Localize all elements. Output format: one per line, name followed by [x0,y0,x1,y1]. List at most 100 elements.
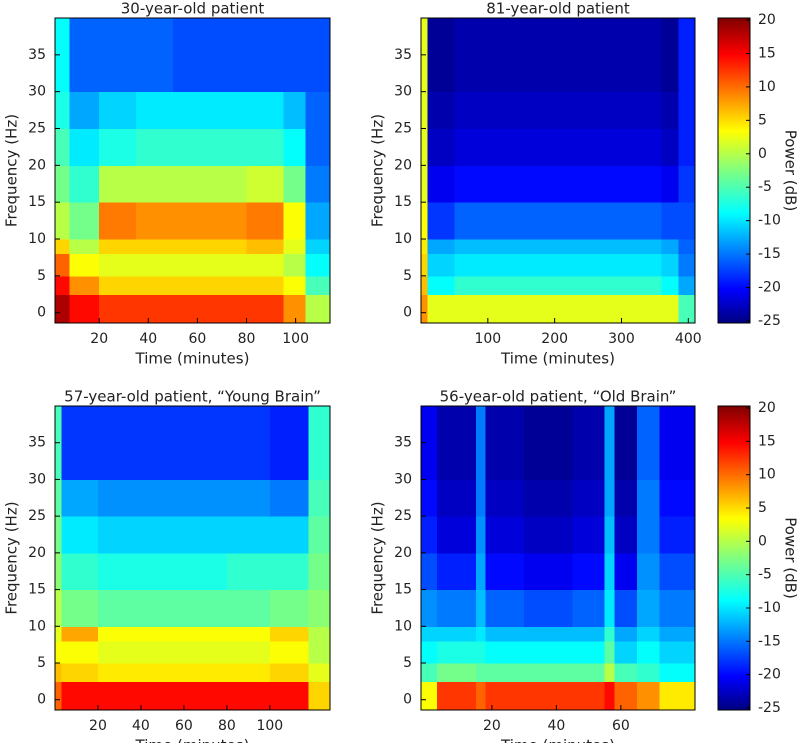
y-tick-label: 5 [37,268,46,284]
cell [97,552,142,591]
cell [554,253,622,277]
cell [305,275,331,295]
cell [246,128,284,166]
cell [636,479,661,517]
cell [454,18,489,93]
cell [661,202,679,240]
cell [136,294,174,324]
cell [183,626,228,642]
cell [614,640,638,664]
cell [524,589,574,627]
cell [485,681,525,711]
cell [659,516,696,554]
x-tick-label: 20 [89,718,107,734]
cell [136,165,174,203]
cell [421,663,438,682]
y-tick-label: 25 [394,121,412,137]
cell [97,681,142,711]
cell [69,128,100,166]
y-tick-label: 5 [37,655,46,671]
colorbar-tick-label: -5 [758,567,772,583]
colorbar-tick-label: -15 [758,633,781,649]
cell [136,128,174,166]
cell [69,294,100,324]
cell [55,275,71,295]
colorbar-tick-label: 20 [758,400,776,416]
y-tick-label: 30 [394,471,412,487]
cell [172,165,211,203]
cell [487,91,556,130]
cell [55,552,62,591]
x-tick-label: 300 [608,331,635,347]
cell [246,202,284,240]
x-tick-label: 100 [282,331,309,347]
cell [61,681,99,711]
cell [140,406,185,480]
cell [283,275,306,295]
cell [421,275,429,295]
cell [454,202,489,240]
cell [678,275,696,295]
cell [421,91,429,130]
cell [678,253,696,277]
cell [172,128,211,166]
cell [572,406,606,480]
y-tick-label: 0 [403,305,412,321]
axes-frame [420,405,696,711]
cell [61,406,99,480]
cell [61,663,99,682]
cell [269,681,310,711]
cell [437,479,477,517]
y-tick-label: 25 [28,508,46,524]
cell [454,165,489,203]
panel-title: 56-year-old patient, “Old Brain” [440,388,677,406]
cell [659,663,696,682]
cell [226,516,271,554]
cell [99,253,137,277]
colorbar-tick-label: 0 [758,146,767,162]
cell [475,681,486,711]
cell [209,202,248,240]
cell [97,479,142,517]
cell [305,239,331,255]
cell [55,589,62,627]
cell [55,681,62,711]
y-tick-label: 25 [394,508,412,524]
cell [140,663,185,682]
cell [55,479,62,517]
cell [209,128,248,166]
cell [454,294,489,324]
cell [136,253,174,277]
cell [99,275,137,295]
cell [97,516,142,554]
cell [524,626,574,642]
cell [69,239,100,255]
cell [61,552,99,591]
cell [97,640,142,664]
cell [636,406,661,480]
cell [604,640,615,664]
cell [136,202,174,240]
cell [427,202,455,240]
cell [269,406,310,480]
y-tick-label: 20 [394,545,412,561]
cell [172,294,211,324]
cell [99,165,137,203]
cell [209,294,248,324]
x-tick-label: 20 [90,331,108,347]
cell [55,128,71,166]
cell [226,640,271,664]
y-tick-label: 5 [403,268,412,284]
y-tick-label: 30 [394,84,412,100]
cell [55,202,71,240]
cell [246,294,284,324]
cell [678,165,696,203]
cell [305,202,331,240]
cell [308,663,331,682]
cell [454,128,489,166]
cell [614,626,638,642]
y-tick-label: 0 [37,692,46,708]
cell [308,479,331,517]
cell [183,663,228,682]
